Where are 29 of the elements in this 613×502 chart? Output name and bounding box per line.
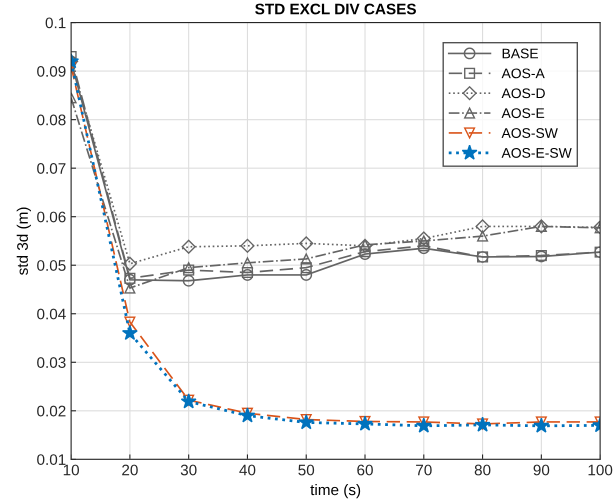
x-tick-label: 20	[122, 464, 138, 476]
y-axis-title: std 3d (m)	[16, 208, 31, 275]
y-tick-label: 0.06	[37, 212, 66, 222]
legend-label: AOS-E-SW	[502, 148, 572, 158]
x-tick-label: 50	[298, 464, 314, 476]
y-tick-label: 0.07	[37, 163, 66, 174]
y-tick-label: 0.02	[37, 406, 66, 416]
y-tick-label: 0.09	[37, 66, 66, 77]
x-tick-label: 60	[357, 464, 373, 476]
y-tick-label: 0.1	[46, 17, 66, 28]
x-axis-title: time (s)	[310, 484, 360, 498]
x-tick-label: 40	[239, 464, 256, 476]
x-tick-label: 80	[474, 464, 490, 476]
x-tick-label: 90	[534, 464, 550, 476]
legend-label: AOS-SW	[502, 128, 558, 138]
y-tick-label: 0.08	[37, 114, 66, 126]
x-tick-label: 10	[64, 464, 80, 476]
y-tick-label: 0.01	[37, 454, 66, 466]
y-tick-label: 0.03	[37, 357, 66, 368]
legend-label: AOS-D	[502, 88, 545, 98]
y-tick-label: 0.04	[37, 308, 66, 320]
y-tick-label: 0.05	[37, 260, 66, 271]
legend-label: BASE	[502, 48, 538, 58]
x-tick-label: 70	[416, 464, 432, 476]
legend-label: AOS-A	[502, 68, 545, 78]
chart-title: STD EXCL DIV CASES	[255, 4, 416, 14]
legend-label: AOS-E	[502, 108, 544, 118]
x-tick-label: 100	[588, 464, 612, 476]
x-tick-label: 30	[180, 464, 197, 476]
